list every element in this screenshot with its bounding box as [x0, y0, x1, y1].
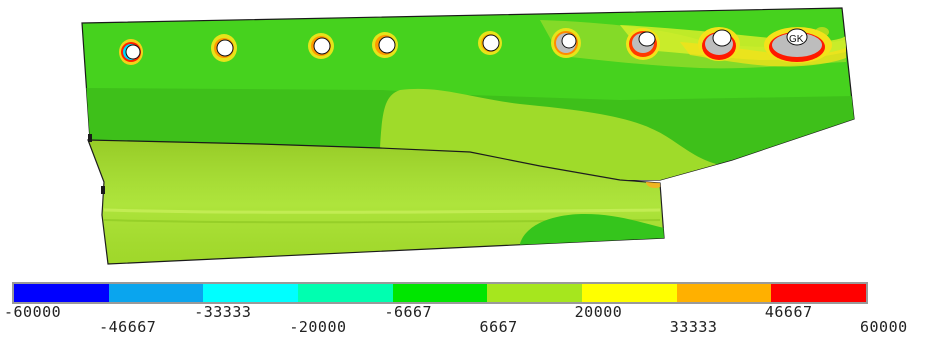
bolt-hole: GK	[764, 27, 832, 63]
upper-flange	[81, 7, 855, 181]
legend-tick-label: -33333	[194, 303, 252, 321]
bolt-hole	[551, 28, 581, 58]
legend-tick-label: 6667	[479, 318, 518, 336]
legend-tick-label: -20000	[289, 318, 347, 336]
color-legend-ticks: -60000 -46667 -33333 -20000 -6667 6667 20000 33…	[0, 303, 933, 339]
bolt-hole	[815, 27, 829, 37]
bolt-hole	[308, 33, 334, 59]
legend-tick-label: -46667	[99, 318, 157, 336]
legend-tick-label: -6667	[384, 303, 433, 321]
bolt-hole	[119, 39, 143, 65]
legend-swatch	[487, 284, 583, 302]
bolt-hole	[626, 28, 660, 60]
legend-tick-label: 33333	[669, 318, 718, 336]
bolt-hole	[478, 31, 502, 55]
bolt-hole	[211, 34, 237, 62]
bolt-hole	[372, 32, 398, 58]
color-legend-bar	[12, 282, 868, 304]
legend-swatch	[298, 284, 393, 302]
legend-swatch	[582, 284, 677, 302]
bolt-holes: GK	[119, 27, 832, 65]
legend-swatch	[392, 284, 488, 302]
legend-swatch	[676, 284, 772, 302]
legend-tick-label: 20000	[574, 303, 623, 321]
legend-swatch	[14, 284, 109, 302]
legend-swatch	[771, 284, 867, 302]
bracket-model: GK	[81, 7, 855, 265]
edge-tabs	[88, 134, 105, 194]
legend-tick-label: 60000	[860, 318, 908, 336]
legend-tick-label: 46667	[764, 303, 813, 321]
legend-swatch	[203, 284, 299, 302]
bolt-hole	[698, 27, 740, 61]
hole-label: GK	[789, 34, 804, 45]
legend-tick-label: -60000	[4, 303, 62, 321]
legend-swatch	[108, 284, 204, 302]
fea-stress-plot: GK	[81, 7, 855, 265]
